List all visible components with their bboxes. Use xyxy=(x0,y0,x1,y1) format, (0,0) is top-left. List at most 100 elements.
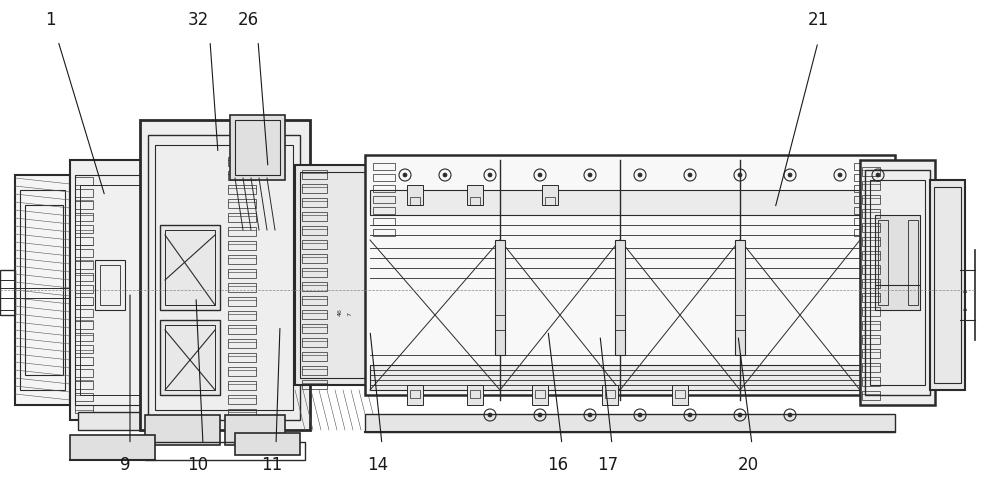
Bar xyxy=(140,120,310,430)
Bar xyxy=(862,391,880,400)
Bar xyxy=(228,269,256,278)
Text: 32: 32 xyxy=(187,11,209,29)
Bar xyxy=(75,369,93,377)
Bar xyxy=(75,261,93,269)
Bar xyxy=(302,170,327,179)
Bar xyxy=(862,181,880,190)
Bar xyxy=(25,205,63,375)
Bar xyxy=(373,163,395,170)
Bar xyxy=(160,320,220,395)
Bar xyxy=(875,215,920,310)
Circle shape xyxy=(738,173,742,177)
Bar xyxy=(20,190,65,390)
Text: 16: 16 xyxy=(547,456,569,474)
Bar xyxy=(228,241,256,250)
Bar xyxy=(862,209,880,218)
Bar xyxy=(75,309,93,317)
Bar xyxy=(908,220,918,305)
Bar xyxy=(373,229,395,236)
Bar xyxy=(467,385,483,405)
Bar xyxy=(862,195,880,204)
Bar xyxy=(228,157,256,166)
Bar xyxy=(862,251,880,260)
Bar xyxy=(75,345,93,353)
Circle shape xyxy=(688,173,692,177)
Bar xyxy=(535,390,545,398)
Bar xyxy=(78,412,148,430)
Bar xyxy=(862,293,880,302)
Text: 1: 1 xyxy=(45,11,55,29)
Bar xyxy=(862,223,880,232)
Bar xyxy=(862,237,880,246)
Bar xyxy=(75,177,93,185)
Bar xyxy=(0,270,15,315)
Text: 21: 21 xyxy=(807,11,829,29)
Bar xyxy=(365,155,895,395)
Bar xyxy=(930,180,965,390)
Bar xyxy=(165,230,215,305)
Bar xyxy=(865,170,930,395)
Circle shape xyxy=(876,173,880,177)
Bar xyxy=(75,249,93,257)
Text: 7: 7 xyxy=(348,312,352,316)
Bar xyxy=(15,175,70,405)
Circle shape xyxy=(588,173,592,177)
Bar xyxy=(862,279,880,288)
Circle shape xyxy=(443,173,447,177)
Bar xyxy=(862,363,880,372)
Text: 10: 10 xyxy=(187,456,209,474)
Bar xyxy=(854,229,876,236)
Bar xyxy=(145,415,220,445)
Bar xyxy=(228,367,256,376)
Bar xyxy=(95,260,125,310)
Bar xyxy=(302,268,327,277)
Bar xyxy=(75,285,93,293)
Bar xyxy=(228,297,256,306)
Bar xyxy=(407,385,423,405)
Bar xyxy=(230,115,285,180)
Bar xyxy=(672,385,688,405)
Bar xyxy=(605,390,615,398)
Bar xyxy=(373,218,395,225)
Bar xyxy=(302,254,327,263)
Circle shape xyxy=(838,173,842,177)
Bar xyxy=(228,255,256,264)
Bar xyxy=(545,197,555,205)
Bar xyxy=(302,352,327,361)
Bar xyxy=(735,240,745,355)
Bar xyxy=(862,349,880,358)
Bar xyxy=(862,307,880,316)
Bar xyxy=(70,160,155,420)
Bar xyxy=(862,265,880,274)
Bar xyxy=(75,225,93,233)
Bar xyxy=(228,311,256,320)
Circle shape xyxy=(488,413,492,417)
Circle shape xyxy=(638,413,642,417)
Bar xyxy=(75,405,93,413)
Bar xyxy=(228,227,256,236)
Bar xyxy=(295,165,370,385)
Bar xyxy=(228,409,256,418)
Bar xyxy=(373,207,395,214)
Bar xyxy=(160,225,220,310)
Bar xyxy=(228,381,256,390)
Bar xyxy=(302,184,327,193)
Bar xyxy=(615,240,625,355)
Bar xyxy=(75,381,93,389)
Bar xyxy=(235,433,300,455)
Bar xyxy=(100,265,120,305)
Bar xyxy=(228,283,256,292)
Bar xyxy=(495,240,505,355)
Bar xyxy=(228,199,256,208)
Text: 26: 26 xyxy=(237,11,259,29)
Bar xyxy=(75,175,150,405)
Bar xyxy=(75,357,93,365)
Bar xyxy=(302,212,327,221)
Bar xyxy=(602,385,618,405)
Bar xyxy=(228,213,256,222)
Circle shape xyxy=(788,413,792,417)
Circle shape xyxy=(738,413,742,417)
Bar xyxy=(410,197,420,205)
Bar xyxy=(870,180,925,385)
Bar xyxy=(165,325,215,390)
